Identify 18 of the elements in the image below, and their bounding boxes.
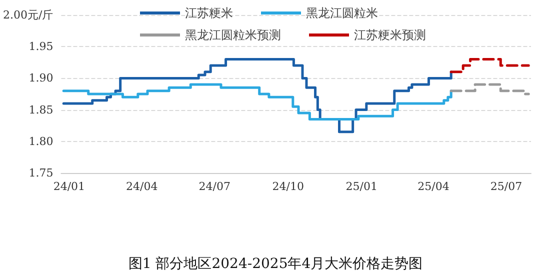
legend-label: 江苏粳米 [185, 6, 233, 20]
legend-label: 江苏粳米预测 [354, 28, 426, 42]
y-tick-label: 1.75 [28, 166, 54, 180]
y-tick-label: 1.90 [28, 72, 54, 85]
legend-label: 黑龙江圆粒米 [306, 6, 378, 20]
x-tick-label: 24/10 [272, 180, 304, 193]
y-tick-label: 1.80 [28, 134, 54, 148]
y-tick-label: 1.95 [28, 40, 54, 54]
legend-label: 黑龙江圆粒米预测 [185, 28, 281, 42]
x-tick-label: 24/01 [53, 180, 86, 193]
x-tick-label: 25/04 [418, 180, 450, 193]
x-tick-label: 25/01 [346, 180, 378, 193]
x-tick-label: 24/04 [126, 180, 158, 193]
y-tick-label: 2.00元/斤 [2, 8, 54, 22]
x-tick-label: 24/07 [198, 180, 230, 193]
x-tick-label: 25/07 [490, 180, 522, 193]
y-tick-label: 1.85 [28, 103, 54, 116]
text: 图1 部分地区2024-2025年4月大米价格走势图 [128, 256, 423, 272]
